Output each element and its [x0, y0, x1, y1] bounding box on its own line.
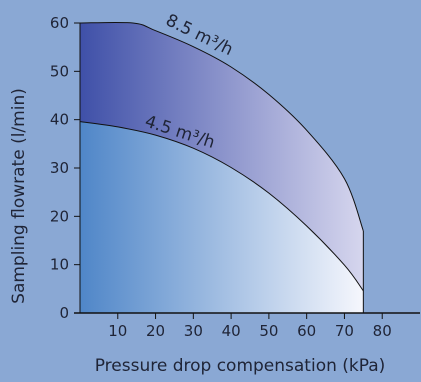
x-tick-label: 50: [259, 322, 278, 340]
x-tick-label: 70: [335, 322, 354, 340]
x-tick-label: 30: [184, 322, 203, 340]
x-tick-label: 20: [146, 322, 165, 340]
x-tick-label: 10: [108, 322, 127, 340]
y-tick-label: 50: [50, 62, 69, 80]
x-tick-label: 80: [373, 322, 392, 340]
region-between-curves: [80, 22, 364, 291]
region-below-4-5: [80, 121, 364, 313]
y-tick-label: 30: [50, 159, 69, 177]
y-tick-label: 10: [50, 256, 69, 274]
y-tick-label: 40: [50, 111, 69, 129]
series-line-8-5: [79, 21, 364, 231]
series-line-4-5: [79, 121, 364, 292]
x-tick-label: 60: [297, 322, 316, 340]
x-tick-label: 40: [222, 322, 241, 340]
y-axis-title: Sampling flowrate (l/min): [9, 88, 29, 304]
y-tick-label: 0: [59, 304, 69, 322]
y-tick-label: 20: [50, 207, 69, 225]
y-tick-label: 60: [50, 14, 69, 32]
x-axis-title: Pressure drop compensation (kPa): [95, 356, 386, 376]
